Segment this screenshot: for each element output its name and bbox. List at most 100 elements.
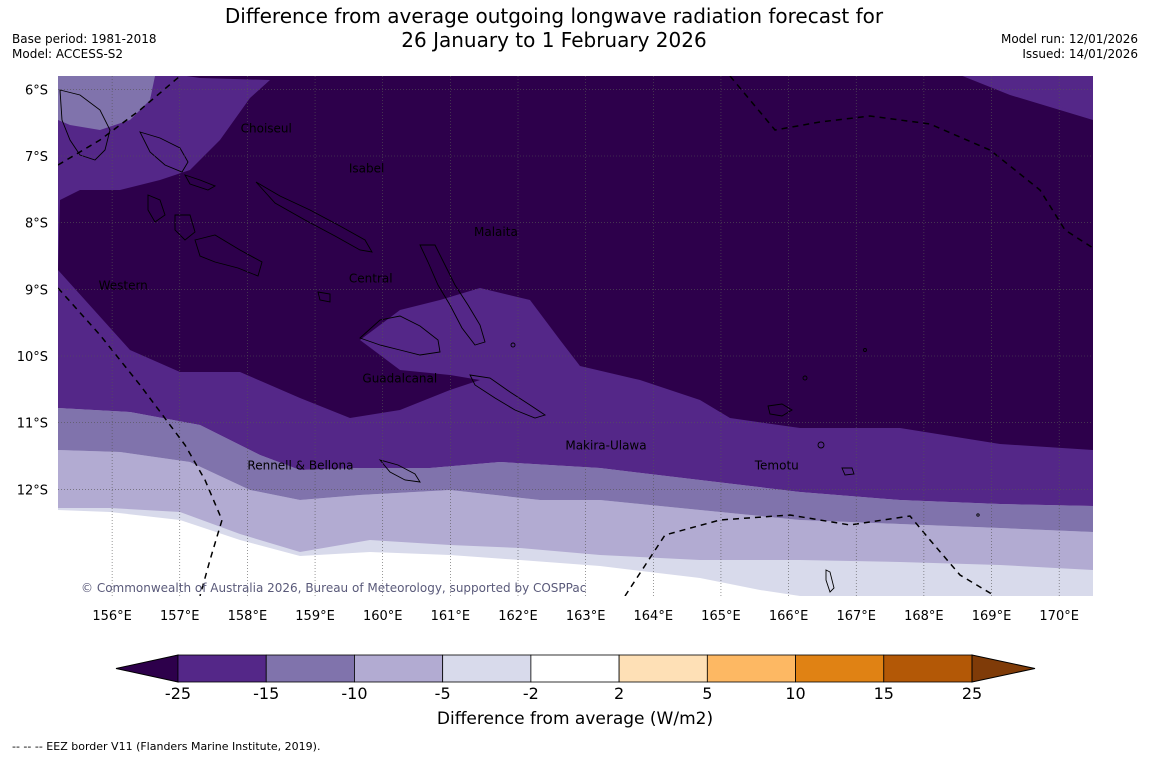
- island-florida: [317, 291, 331, 303]
- colorbar: [115, 654, 1036, 683]
- eez-border: [58, 76, 1093, 596]
- title-line-1: Difference from average outgoing longwav…: [224, 4, 884, 28]
- model-name: Model: ACCESS-S2: [12, 47, 124, 61]
- colorbar-segment: [618, 654, 708, 683]
- colorbar-segment: [354, 654, 444, 683]
- colorbar-tick-label: 25: [961, 684, 983, 703]
- island-fataka: [976, 513, 980, 517]
- lon-tick-label: 169°E: [972, 609, 1012, 624]
- lon-tick-label: 158°E: [228, 609, 268, 624]
- map-plot-area: Choiseul Isabel Malaita Western Central Guada…: [58, 76, 1093, 596]
- band-below-minus25: [58, 76, 1093, 450]
- axis-labels: 156°E 157°E 158°E 159°E 160°E 161°E 162°E 163°E…: [17, 83, 1079, 624]
- island-choiseul: [139, 131, 189, 173]
- colorbar-segment: [706, 654, 796, 683]
- colorbar-label: Difference from average (W/m2): [436, 709, 714, 729]
- colorbar-tick-label: 15: [873, 684, 894, 703]
- lat-tick-label: 10°S: [17, 350, 48, 365]
- lon-tick-label: 161°E: [431, 609, 471, 624]
- band-near-zero: [58, 510, 800, 596]
- region-label: Isabel: [349, 162, 384, 176]
- eez-border-northwest: [58, 76, 181, 166]
- region-label: Guadalcanal: [362, 372, 437, 386]
- colorbar-segment: [883, 654, 973, 683]
- island-isabel: [255, 181, 373, 253]
- island-rennell: [378, 459, 421, 483]
- colorbar-tick-label: 2: [614, 684, 625, 703]
- region-label: Choiseul: [241, 122, 292, 136]
- lat-tick-label: 7°S: [25, 150, 48, 165]
- lon-tick-label: 165°E: [701, 609, 741, 624]
- colorbar-tick-label: -15: [253, 684, 280, 703]
- lon-tick-label: 168°E: [904, 609, 944, 624]
- meta-left: Base period: 1981-2018 Model: ACCESS-S2: [12, 32, 157, 62]
- colorbar-tick-label: -5: [434, 684, 451, 703]
- lon-tick-label: 163°E: [566, 609, 606, 624]
- footnote: -- -- -- EEZ border V11 (Flanders Marine…: [12, 740, 321, 753]
- issued-date: Issued: 14/01/2026: [1022, 47, 1138, 61]
- band-northeast-patch: [1040, 76, 1093, 118]
- lat-tick-label: 9°S: [25, 283, 48, 298]
- island-vanikoro: [841, 467, 855, 476]
- lat-tick-label: 8°S: [25, 217, 48, 232]
- colorbar-tick-label: 5: [702, 684, 713, 703]
- region-labels: Choiseul Isabel Malaita Western Central Guada…: [99, 122, 799, 473]
- model-run: Model run: 12/01/2026: [1000, 32, 1138, 46]
- eez-border-southeast: [624, 514, 996, 596]
- colorbar-segment: [265, 654, 355, 683]
- region-label: Rennell & Bellona: [247, 458, 353, 472]
- island-shortlands: [184, 174, 217, 191]
- base-period: Base period: 1981-2018: [12, 32, 157, 46]
- lon-tick-label: 162°E: [498, 609, 538, 624]
- copyright-text: © Commonwealth of Australia 2026, Bureau…: [81, 581, 586, 595]
- colorbar-tick-label: -10: [341, 684, 368, 703]
- lon-tick-label: 157°E: [160, 609, 200, 624]
- lon-tick-label: 167°E: [836, 609, 876, 624]
- region-label: Makira-Ulawa: [565, 438, 646, 452]
- island-anuta: [863, 348, 867, 352]
- region-label: Central: [349, 272, 393, 286]
- lat-tick-label: 6°S: [25, 83, 48, 98]
- colorbar-segment: [795, 654, 885, 683]
- colorbar-segment: [530, 654, 620, 683]
- island-bougainville: [59, 89, 111, 161]
- island-nendo: [767, 403, 793, 417]
- colorbar-high-extension: [971, 654, 1036, 683]
- island-kolombangara: [174, 214, 196, 241]
- colorbar-segment: [442, 654, 532, 683]
- island-guadalcanal: [359, 315, 441, 356]
- band-minus15-to-minus10: [58, 408, 1093, 532]
- colorbar-tick-label: -2: [522, 684, 539, 703]
- eez-border-west: [58, 287, 223, 596]
- colorbar-tick-label: -25: [164, 684, 192, 703]
- coastlines: [59, 89, 980, 593]
- island-duff: [802, 375, 808, 381]
- island-malaita: [419, 244, 486, 346]
- island-new-georgia: [194, 234, 263, 277]
- eez-border-northeast: [729, 76, 1093, 249]
- lon-tick-label: 170°E: [1039, 609, 1079, 624]
- map-title: Difference from average outgoing longwav…: [200, 4, 908, 52]
- region-label: Malaita: [474, 225, 518, 239]
- colorbar-segment: [177, 654, 267, 683]
- lon-tick-label: 156°E: [92, 609, 132, 624]
- lat-tick-label: 11°S: [17, 417, 48, 432]
- lon-tick-label: 159°E: [295, 609, 335, 624]
- title-line-2: 26 January to 1 February 2026: [401, 28, 707, 52]
- meta-right: Model run: 12/01/2026 Issued: 14/01/2026: [1001, 32, 1138, 62]
- island-tinakula: [817, 441, 825, 449]
- lon-tick-label: 166°E: [769, 609, 809, 624]
- region-label: Western: [99, 278, 148, 292]
- colorbar-low-extension: [115, 654, 179, 683]
- band-minus10-to-minus5: [58, 450, 1093, 570]
- lon-tick-label: 164°E: [634, 609, 674, 624]
- lat-tick-label: 12°S: [17, 483, 48, 498]
- island-vella-lavella: [147, 194, 166, 223]
- colorbar-tick-label: 10: [785, 684, 806, 703]
- island-makira: [469, 374, 547, 419]
- island-ulawa: [510, 342, 516, 348]
- region-label: Temotu: [754, 458, 799, 472]
- lon-tick-label: 160°E: [363, 609, 403, 624]
- island-vanuatu-north: [825, 569, 835, 593]
